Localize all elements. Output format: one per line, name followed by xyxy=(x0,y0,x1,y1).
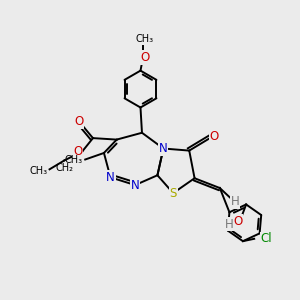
Text: N: N xyxy=(159,142,168,155)
Text: CH₃: CH₃ xyxy=(135,34,153,44)
Text: O: O xyxy=(74,115,83,128)
Text: CH₃: CH₃ xyxy=(30,166,48,176)
Text: H: H xyxy=(231,195,240,208)
Text: N: N xyxy=(131,178,140,192)
Text: O: O xyxy=(141,51,150,64)
Text: O: O xyxy=(210,130,219,142)
Text: O: O xyxy=(73,145,83,158)
Text: Cl: Cl xyxy=(261,232,272,245)
Text: CH₃: CH₃ xyxy=(64,155,82,165)
Text: N: N xyxy=(106,171,115,184)
Text: CH₂: CH₂ xyxy=(56,164,74,173)
Text: S: S xyxy=(169,187,177,200)
Text: H: H xyxy=(224,218,233,231)
Text: O: O xyxy=(233,214,242,228)
